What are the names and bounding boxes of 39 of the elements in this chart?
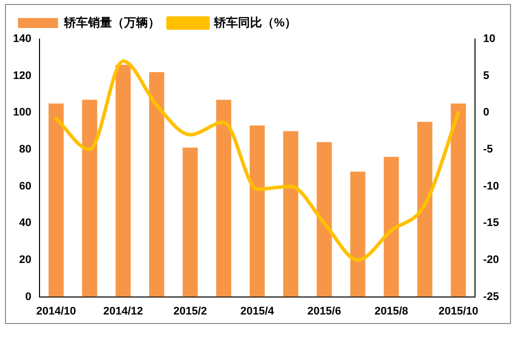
bar	[283, 131, 298, 297]
bar	[350, 172, 366, 297]
bar	[149, 72, 164, 297]
y-tick-label: 20	[19, 254, 32, 266]
y2-tick-label: -20	[483, 254, 500, 266]
y2-tick-label: 10	[483, 33, 496, 46]
bar	[216, 100, 232, 297]
y-tick-label: 0	[25, 290, 32, 303]
y2-tick-label: -15	[483, 217, 500, 230]
x-tick-label: 2014/12	[103, 305, 144, 318]
y-tick-label: 140	[12, 33, 32, 46]
x-tick-label: 2015/6	[307, 305, 342, 318]
y-tick-label: 60	[19, 180, 32, 192]
bar	[182, 148, 198, 297]
y-tick-label: 100	[12, 106, 32, 119]
bar	[48, 103, 64, 297]
bar	[450, 103, 466, 297]
bar	[82, 100, 98, 297]
x-tick-label: 2015/2	[173, 305, 208, 318]
bar	[116, 64, 131, 297]
y2-tick-label: 0	[483, 106, 490, 119]
y-tick-label: 80	[19, 144, 32, 156]
y-tick-label: 40	[19, 217, 32, 230]
x-tick-label: 2015/8	[374, 305, 408, 318]
bar	[384, 156, 399, 297]
y2-tick-label: -5	[483, 144, 493, 156]
bar	[250, 126, 265, 297]
line-series	[54, 59, 460, 262]
legend-label: 轿车销量（万辆）	[63, 15, 160, 30]
y2-tick-label: -10	[483, 180, 500, 192]
x-tick-label: 2014/10	[36, 305, 76, 318]
y2-tick-label: 5	[483, 70, 490, 82]
bar	[417, 122, 432, 297]
y2-tick-label: -25	[483, 290, 500, 303]
y-tick-label: 120	[12, 70, 32, 82]
x-tick-label: 2015/10	[438, 305, 478, 318]
legend-label: 轿车同比（%）	[213, 15, 297, 30]
x-tick-label: 2015/4	[240, 305, 275, 318]
bar	[316, 142, 332, 297]
